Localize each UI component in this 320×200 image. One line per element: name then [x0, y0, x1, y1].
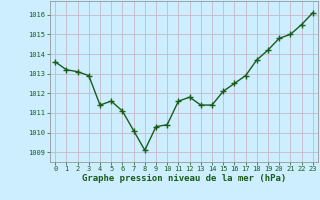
X-axis label: Graphe pression niveau de la mer (hPa): Graphe pression niveau de la mer (hPa) [82, 174, 286, 183]
